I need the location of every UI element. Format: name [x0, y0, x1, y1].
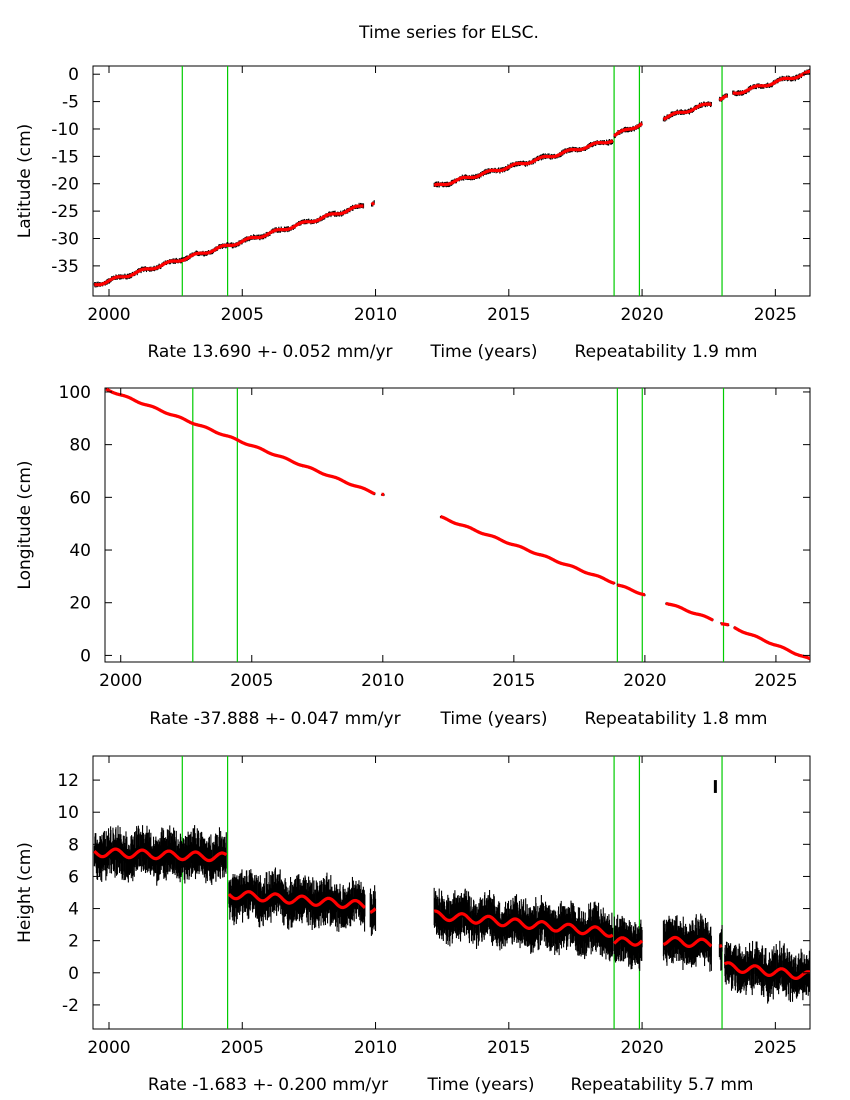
x-tick-label: 2000: [99, 671, 142, 691]
model-line: [94, 204, 364, 287]
model-line: [732, 69, 810, 95]
y-tick-label: 0: [80, 646, 91, 666]
y-tick-label: -5: [62, 93, 79, 113]
model-line: [613, 122, 643, 138]
y-tick-label: -10: [51, 120, 79, 140]
model-line: [439, 514, 616, 585]
x-tick-label: 2010: [361, 671, 404, 691]
x-tick-label: 2025: [754, 671, 797, 691]
data-segment-1: [105, 388, 376, 496]
data-segment-7: [733, 625, 810, 661]
x-axis-label: Time (years): [429, 342, 537, 362]
y-tick-label: -20: [51, 175, 79, 195]
model-line: [433, 139, 614, 187]
plot-frame: [92, 65, 811, 297]
data-segment-3: [439, 514, 616, 585]
data-segment-2: [380, 492, 385, 497]
y-axis-label: Longitude (cm): [15, 460, 35, 589]
data-layer: [93, 68, 810, 288]
model-line: [733, 625, 810, 661]
model-line: [370, 201, 376, 206]
x-tick-label: 2010: [354, 305, 397, 325]
data-segment-6: [718, 93, 728, 102]
data-layer: [93, 780, 810, 1004]
y-tick-label: 20: [69, 594, 91, 614]
x-tick-label: 2000: [87, 305, 130, 325]
model-line: [662, 102, 712, 121]
panel-2: 2000 2005 2010 2015 2020 2025 0 20 40 60 80 100 Long…: [15, 383, 811, 729]
y-tick-label: -15: [51, 147, 79, 167]
model-line: [105, 388, 376, 496]
data-segment-2: [227, 867, 366, 932]
data-layer: [105, 388, 810, 661]
x-tick-label: 2005: [221, 305, 264, 325]
y-tick-label: -25: [51, 202, 79, 222]
panel-3: 2000 2005 2010 2015 2020 2025121086420-2Heigh…: [15, 755, 811, 1095]
repeatability-label: Repeatability 1.8 mm: [585, 709, 768, 729]
repeatability-label: Repeatability 1.9 mm: [575, 342, 758, 362]
panels: 2000 2005 2010 2015 2020 2025 0 -5 -10 -15 -20 -25 -…: [15, 65, 811, 1095]
y-tick-label: 80: [69, 436, 91, 456]
x-axis-label: Time (years): [439, 709, 547, 729]
model-line: [720, 622, 730, 627]
y-axis-label: Latitude (cm): [15, 124, 35, 239]
plot-frame: [92, 755, 811, 1030]
rate-label: Rate 13.690 +- 0.052 mm/yr: [147, 342, 392, 362]
model-line: [718, 93, 728, 102]
y-tick-label: 100: [59, 383, 91, 403]
data-segment-5: [662, 101, 712, 122]
x-tick-label: 2020: [623, 671, 666, 691]
model-line: [665, 601, 714, 622]
x-tick-label: 2020: [620, 305, 663, 325]
data-segment-2: [370, 200, 376, 207]
x-tick-label: 2015: [492, 671, 535, 691]
model-line: [616, 583, 646, 597]
data-segment-3: [433, 139, 614, 188]
y-tick-label: 40: [69, 541, 91, 561]
x-tick-label: 2015: [487, 305, 530, 325]
figure-title: Time series for ELSC.: [358, 23, 539, 43]
data-segment-6: [720, 622, 730, 627]
data-segment-5: [665, 601, 714, 622]
y-tick-label: 60: [69, 488, 91, 508]
data-segment-7: [732, 68, 810, 97]
data-segment-4: [613, 121, 643, 139]
data-segment-1: [93, 825, 228, 886]
y-tick-label: -30: [51, 230, 79, 250]
x-tick-label: 2005: [230, 671, 273, 691]
plot-frame: [104, 387, 811, 663]
model-line: [93, 847, 228, 863]
data-segment-1: [93, 202, 365, 288]
x-tick-label: 2025: [754, 305, 797, 325]
y-tick-label: -35: [51, 257, 79, 277]
panel-1: 2000 2005 2010 2015 2020 2025 0 -5 -10 -15 -20 -25 -…: [15, 65, 811, 362]
rate-label: Rate -37.888 +- 0.047 mm/yr: [149, 709, 400, 729]
y-tick-label: 0: [68, 65, 79, 85]
data-segment-4: [616, 583, 646, 597]
